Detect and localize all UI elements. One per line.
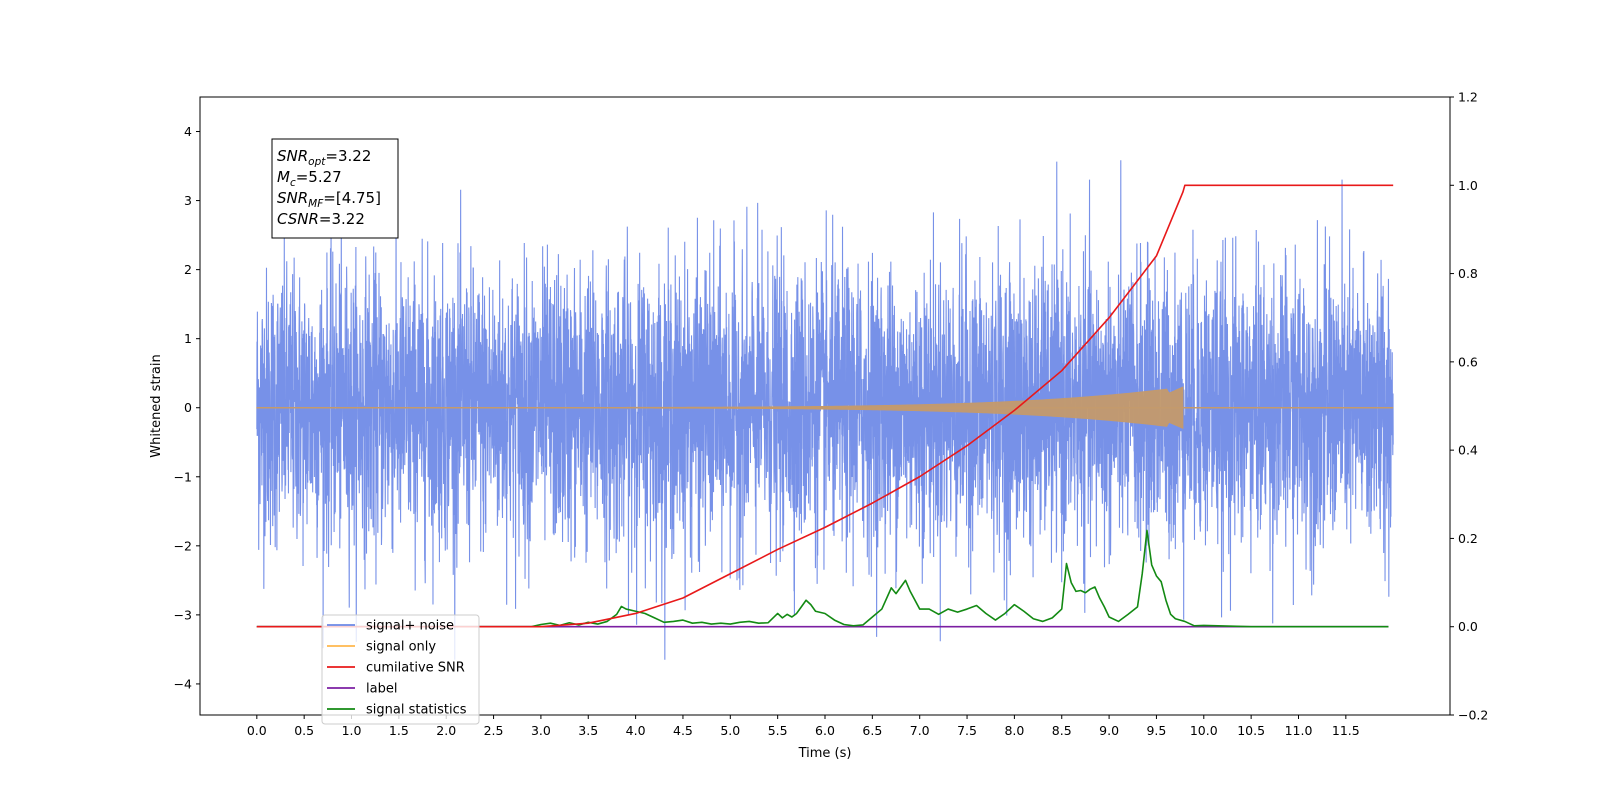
y-axis-left: 4 3 2 1 0 −1 −2 −3 −4 xyxy=(174,124,200,691)
y2-tick-label: −0.2 xyxy=(1458,708,1488,723)
x-tick-label: 7.5 xyxy=(957,723,977,738)
y-tick-label: 2 xyxy=(184,262,192,277)
stats-line: CSNR=3.22 xyxy=(277,210,365,228)
y2-tick-label: 0.2 xyxy=(1458,531,1478,546)
series-cumulative-snr-line xyxy=(256,184,1394,628)
x-tick-label: 9.0 xyxy=(1099,723,1119,738)
stats-line: Mc=5.27 xyxy=(277,168,342,189)
series-signal-plus-noise-line xyxy=(256,160,1394,660)
x-tick-label: 8.5 xyxy=(1052,723,1072,738)
x-tick-label: 0.0 xyxy=(247,723,267,738)
legend-item-signal-statistics: signal statistics xyxy=(327,703,467,718)
y-tick-label: 1 xyxy=(184,331,192,346)
y2-tick-label: 0.0 xyxy=(1458,619,1478,634)
legend-item-label: label xyxy=(327,682,397,697)
y2-tick-label: 1.2 xyxy=(1458,90,1478,105)
x-tick-label: 3.0 xyxy=(531,723,551,738)
x-axis-label: Time (s) xyxy=(798,746,852,761)
y-tick-label: −4 xyxy=(174,676,192,691)
x-tick-label: 1.5 xyxy=(389,723,409,738)
x-tick-label: 6.0 xyxy=(815,723,835,738)
x-tick-label: 6.5 xyxy=(862,723,882,738)
y2-tick-label: 0.4 xyxy=(1458,443,1478,458)
y-axis-label: Whitened strain xyxy=(149,354,164,457)
stats-line: SNRopt=3.22 xyxy=(277,147,371,168)
y-tick-label: −3 xyxy=(174,607,192,622)
x-tick-label: 4.5 xyxy=(673,723,693,738)
stats-box xyxy=(271,138,399,239)
y-axis-right: 1.2 1.0 0.8 0.6 0.4 0.2 0.0 −0.2 xyxy=(1450,90,1488,723)
x-tick-label: 10.5 xyxy=(1237,723,1265,738)
stats-line: SNRMF=[4.75] xyxy=(277,189,381,210)
x-tick-label: 4.0 xyxy=(626,723,646,738)
legend: signal+ noise signal only cumilative SNR la… xyxy=(321,614,480,725)
y-tick-label: 0 xyxy=(184,400,192,415)
x-tick-label: 3.5 xyxy=(578,723,598,738)
legend-item-cumulative-snr: cumilative SNR xyxy=(327,661,465,676)
x-tick-label: 9.5 xyxy=(1146,723,1166,738)
x-tick-label: 2.0 xyxy=(436,723,456,738)
y-tick-label: −2 xyxy=(174,538,192,553)
y2-tick-label: 0.8 xyxy=(1458,266,1478,281)
x-axis: 0.0 0.5 1.0 1.5 2.0 2.5 3.0 3.5 4.0 4.5 5.0 5.5 6.0 6… xyxy=(247,715,1360,738)
x-tick-label: 11.5 xyxy=(1332,723,1360,738)
x-tick-label: 7.0 xyxy=(910,723,930,738)
legend-label: signal only xyxy=(366,640,436,655)
x-tick-label: 8.0 xyxy=(1004,723,1024,738)
x-tick-label: 10.0 xyxy=(1190,723,1218,738)
legend-item-signal-only: signal only xyxy=(327,640,436,655)
legend-label: signal statistics xyxy=(366,703,467,718)
y2-tick-label: 0.6 xyxy=(1458,354,1478,369)
x-tick-label: 2.5 xyxy=(484,723,504,738)
legend-label: label xyxy=(366,682,397,697)
legend-box xyxy=(321,614,480,725)
x-tick-label: 11.0 xyxy=(1285,723,1313,738)
x-tick-label: 0.5 xyxy=(294,723,314,738)
legend-label: cumilative SNR xyxy=(366,661,465,676)
legend-label: signal+ noise xyxy=(366,619,454,634)
x-tick-label: 5.0 xyxy=(720,723,740,738)
x-tick-label: 5.5 xyxy=(768,723,788,738)
x-tick-label: 1.0 xyxy=(342,723,362,738)
y-tick-label: 4 xyxy=(184,124,192,139)
y-tick-label: 3 xyxy=(184,193,192,208)
y2-tick-label: 1.0 xyxy=(1458,178,1478,193)
legend-item-signal-plus-noise: signal+ noise xyxy=(327,619,454,634)
series-signal-statistics-line xyxy=(256,529,1389,628)
y-tick-label: −1 xyxy=(174,469,192,484)
